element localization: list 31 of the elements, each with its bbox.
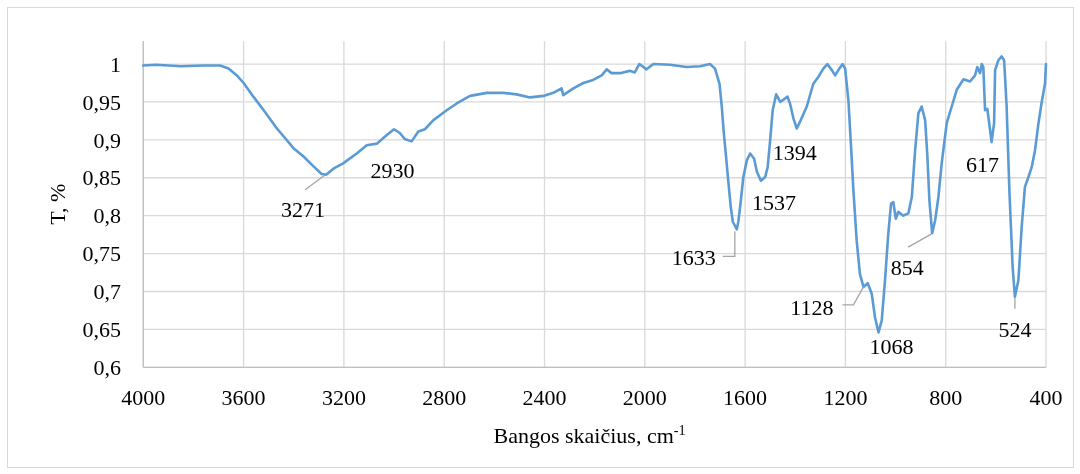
annotation: 2930: [370, 158, 415, 184]
x-tick-label: 400: [1029, 385, 1063, 410]
x-tick-label: 1600: [723, 385, 768, 410]
y-tick-label: 0,85: [82, 165, 121, 191]
annotation: 617: [966, 151, 1000, 177]
annotation: 1537: [751, 190, 796, 216]
y-tick-label: 0,95: [82, 89, 121, 115]
y-tick-label: 0,75: [82, 241, 121, 267]
y-tick-label: 0,9: [93, 127, 121, 153]
annotation: 1394: [772, 140, 817, 166]
annotation: 1068: [869, 334, 914, 360]
x-tick-label: 2400: [522, 385, 567, 410]
x-tick-label: 2800: [422, 385, 467, 410]
x-tick-label: 1200: [823, 385, 868, 410]
y-tick-label: 1: [110, 51, 121, 77]
x-tick-label: 3600: [221, 385, 266, 410]
annotation: 1633: [671, 245, 716, 271]
x-tick-label: 2000: [622, 385, 667, 410]
annotation: 854: [890, 254, 924, 280]
y-tick-label: 0,65: [82, 317, 121, 343]
y-tick-label: 0,7: [93, 279, 121, 305]
x-tick-label: 4000: [121, 385, 166, 410]
x-tick-label: 3200: [321, 385, 366, 410]
annotation: 1128: [790, 294, 834, 320]
x-axis-title: Bangos skaičius, cm$^{-1}$: [493, 422, 686, 448]
y-tick-label: 0,8: [93, 203, 121, 229]
annotation: 524: [998, 317, 1032, 343]
x-tick-label: 800: [929, 385, 963, 410]
annotation: 3271: [281, 197, 326, 223]
y-tick-label: 0,6: [93, 355, 121, 380]
y-axis-title: T, %: [45, 183, 70, 225]
